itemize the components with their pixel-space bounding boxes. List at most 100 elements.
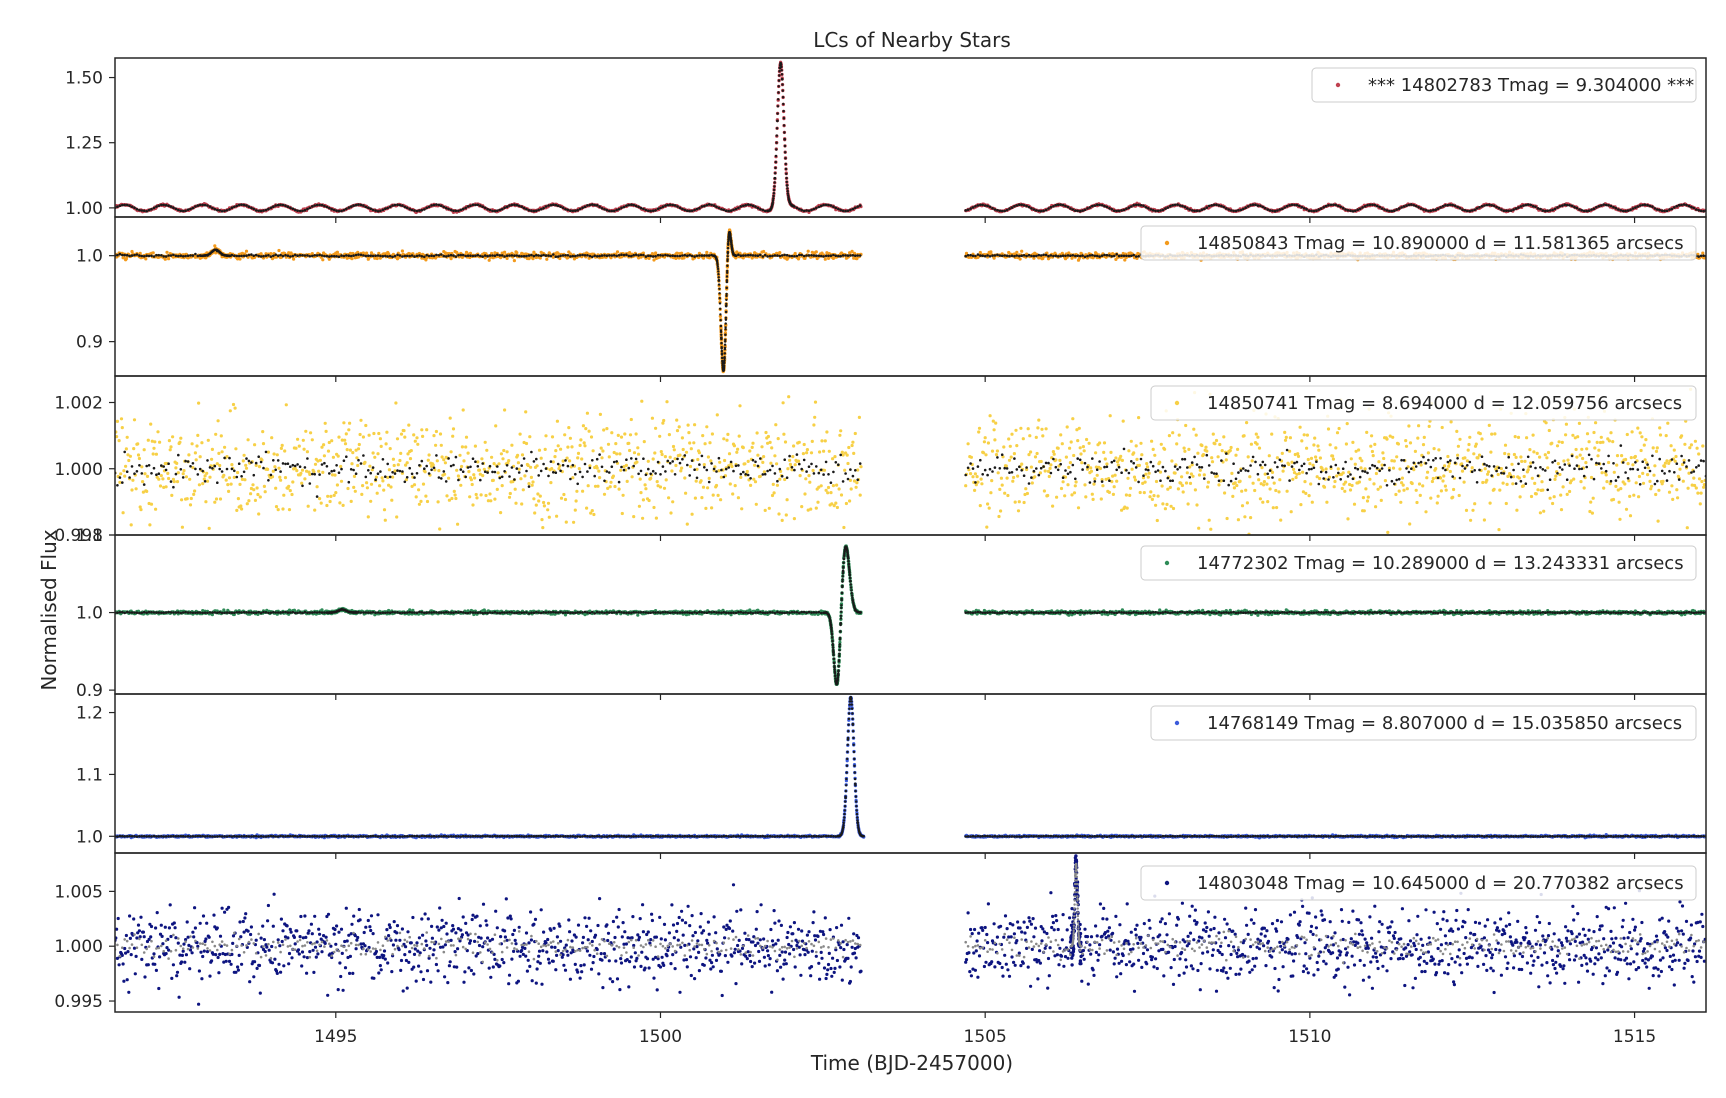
binned-point [1590, 208, 1593, 211]
raw-point [1041, 256, 1045, 261]
binned-point [1178, 204, 1182, 207]
binned-point [289, 206, 292, 210]
binned-point [247, 253, 251, 257]
event-binned-point [777, 91, 780, 94]
binned-point [1298, 204, 1301, 208]
binned-point [177, 254, 180, 258]
binned-point [203, 203, 207, 207]
event-point [718, 314, 723, 318]
binned-point [722, 208, 726, 212]
binned-point [605, 208, 609, 212]
binned-point [286, 254, 290, 257]
binned-point [306, 207, 309, 211]
binned-point [1110, 208, 1114, 211]
binned-point [1203, 207, 1206, 211]
raw-point [708, 256, 712, 260]
binned-point [454, 255, 458, 258]
binned-point [617, 254, 621, 257]
binned-point [1424, 209, 1428, 212]
binned-point [647, 209, 650, 213]
binned-point [510, 254, 514, 257]
binned-point [181, 209, 185, 213]
event-binned-point [784, 151, 787, 154]
raw-point [797, 255, 801, 259]
binned-point [561, 254, 565, 257]
event-binned-point [775, 148, 778, 151]
binned-point [1251, 203, 1255, 206]
binned-point [1390, 209, 1394, 213]
binned-point [690, 209, 694, 213]
binned-point [369, 254, 373, 257]
binned-point [408, 207, 412, 211]
event-binned-point [782, 124, 786, 127]
binned-point [837, 207, 840, 211]
event-binned-point [772, 194, 775, 198]
binned-point [1402, 205, 1406, 208]
binned-point [235, 204, 239, 208]
binned-point [1117, 209, 1121, 213]
event-binned-point [775, 141, 778, 144]
binned-point [1473, 208, 1476, 211]
event-binned-point [772, 188, 776, 192]
binned-point [337, 209, 341, 213]
binned-point [172, 253, 175, 257]
binned-point [1302, 207, 1306, 210]
binned-point [1587, 209, 1591, 212]
raw-point [852, 256, 856, 260]
event-binned-point [783, 138, 786, 141]
binned-point [817, 205, 821, 209]
binned-point [162, 255, 165, 258]
binned-point [759, 208, 762, 211]
binned-point [121, 253, 124, 257]
binned-point [525, 207, 528, 211]
binned-point [500, 208, 504, 211]
raw-point [348, 251, 352, 255]
binned-point [430, 254, 433, 257]
binned-point [1536, 207, 1540, 210]
raw-point [1701, 251, 1705, 255]
binned-point [311, 254, 314, 258]
binned-point [1018, 203, 1021, 206]
binned-point [220, 210, 224, 213]
binned-point [586, 254, 589, 257]
binned-point [1380, 207, 1384, 210]
raw-point [124, 257, 128, 261]
binned-point [964, 209, 967, 212]
binned-point [1541, 209, 1545, 212]
binned-point [454, 209, 458, 213]
binned-point [1061, 203, 1065, 207]
raw-point [826, 256, 831, 260]
binned-point [612, 209, 616, 213]
binned-point [1427, 209, 1430, 213]
binned-point [332, 208, 336, 212]
binned-point [332, 254, 336, 258]
binned-point [654, 209, 657, 212]
binned-point [1237, 209, 1240, 212]
binned-point [1682, 203, 1686, 206]
binned-point [369, 207, 373, 210]
binned-point [513, 203, 516, 206]
binned-point [1634, 206, 1637, 209]
binned-point [839, 208, 842, 212]
raw-point [989, 250, 993, 254]
binned-point [452, 254, 455, 257]
binned-point [542, 253, 545, 257]
raw-point [675, 251, 680, 255]
binned-point [1186, 207, 1189, 210]
binned-point [552, 253, 555, 256]
binned-point [539, 254, 543, 257]
raw-point [1020, 249, 1024, 253]
binned-point [588, 254, 592, 258]
binned-point [118, 252, 122, 256]
raw-point [619, 255, 624, 259]
binned-point [763, 209, 767, 213]
binned-point [554, 203, 558, 207]
binned-point [988, 205, 992, 209]
binned-point [376, 210, 380, 213]
binned-point [1049, 205, 1053, 209]
binned-point [846, 209, 850, 212]
raw-point [327, 257, 331, 261]
binned-point [1254, 203, 1257, 206]
binned-point [457, 209, 460, 213]
binned-point [442, 254, 446, 258]
